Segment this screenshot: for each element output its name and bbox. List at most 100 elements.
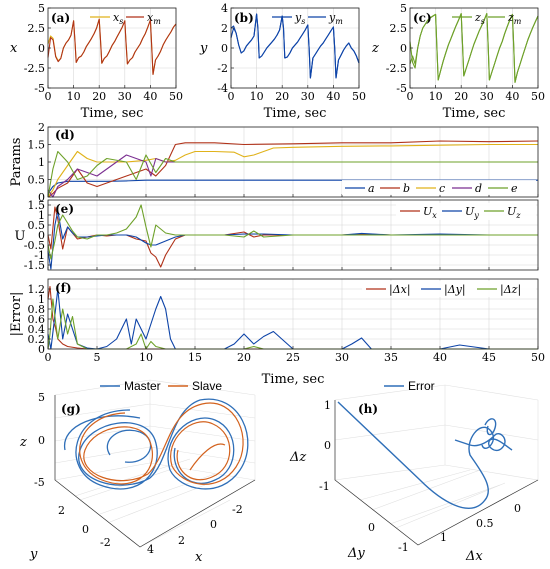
panel-c-xtick-label-3: 30: [480, 90, 494, 103]
panel-h-ztick-2: -1: [319, 480, 330, 493]
panel-d-series-4: [47, 150, 538, 198]
panel-a-ylabel: x: [10, 41, 18, 56]
panel-d: 0 0.5 1 1.5 2 (d) Params a b c d e: [9, 121, 539, 204]
legend-label-uz: Uz: [507, 205, 521, 220]
legend-label-d: d: [475, 182, 482, 195]
panel-d-series-2: [47, 143, 538, 198]
panel-g-xtick-2: 0: [210, 518, 217, 531]
panel-d-ytick-label-0: 0: [38, 191, 45, 204]
legend-label-uy: Uy: [465, 205, 479, 220]
panel-f-xtick-label-6: 30: [335, 351, 349, 364]
panel-f-xtick-label-5: 25: [286, 351, 300, 364]
panel-b-xtick-label-2: 20: [275, 90, 289, 103]
legend-label-master: Master: [124, 379, 161, 393]
legend-label-ux: Ux: [423, 205, 437, 220]
panel-e-ytick-label-5: 1: [38, 209, 45, 222]
panel-b-ytick-label-2: 0: [221, 42, 228, 55]
legend-label-b: b: [403, 182, 410, 195]
panel-b-ylabel: y: [199, 41, 208, 56]
panel-a-ytick-label-2: 0: [38, 42, 45, 55]
panel-f-label: (f): [55, 281, 72, 295]
panel-h-legend: Error: [384, 379, 435, 393]
panel-d-label: (d): [55, 128, 75, 142]
panel-a: 0 10 20 30 40 50 -5 -2.5 0 2.5 5 (a) x Time, sec x…: [10, 2, 183, 121]
panel-b-ytick-label-4: 4: [221, 2, 228, 15]
panel-c-series-1: [409, 13, 539, 83]
legend-label-xs: xs: [113, 11, 123, 26]
legend-label-dz: |Δz|: [500, 283, 521, 297]
panel-g-ticks: 5 0 -5 2 0 -2 4 2 0 -2: [34, 391, 243, 556]
panel-b-xtick-label-3: 30: [301, 90, 315, 103]
panel-h-ytick-0: 0: [368, 521, 375, 534]
panel-f-xtick-label-3: 15: [188, 351, 202, 364]
panel-g-xtick-3: -2: [232, 503, 243, 516]
legend-label-ys: ys: [294, 11, 305, 26]
panel-c-xtick-label-1: 10: [429, 90, 443, 103]
panel-g-axis-lines: [54, 395, 256, 548]
panel-h-ticks: 1 0 -1 0 -1 1 0.5 0: [319, 399, 521, 554]
panel-f-xtick-label-4: 20: [237, 351, 251, 364]
panel-e-series-2: [47, 204, 538, 260]
panel-f-series-2: [47, 298, 538, 350]
panel-g-ztick-0: 5: [38, 391, 45, 404]
panel-a-xtick-label-2: 20: [92, 90, 106, 103]
panel-c-ytick-label-2: 0: [400, 42, 407, 55]
panel-e-ytick-label-0: -1.5: [24, 259, 45, 272]
panel-e-ylabel: U: [15, 229, 26, 244]
slave-trajectory: [79, 402, 244, 485]
legend-label-xm: xm: [147, 11, 161, 26]
panel-c-ylabel: z: [371, 41, 379, 56]
panel-a-xtick-label-3: 30: [118, 90, 132, 103]
panel-g-label: (g): [61, 402, 81, 416]
panel-c-ytick-label-4: 5: [400, 2, 407, 15]
legend-label-e: e: [511, 182, 518, 195]
panel-g-xlabel: x: [195, 550, 203, 565]
legend-label-zm: zm: [507, 11, 522, 26]
panel-g-ytick-1: 0: [82, 523, 89, 536]
panel-c-xlabel: Time, sec: [443, 106, 506, 121]
panel-e-ytick-label-4: 0.5: [28, 219, 46, 232]
panel-f-legend-bg: [362, 281, 536, 297]
panel-f-ytick-label-4: 0.8: [28, 303, 46, 316]
panel-d-ytick-label-3: 1.5: [28, 139, 46, 152]
panel-f-ytick-label-0: 0: [38, 343, 45, 356]
legend-label-zs: zs: [474, 11, 485, 26]
panel-c-xtick-label-5: 50: [531, 90, 545, 103]
panel-b-series-1: [230, 13, 360, 79]
panel-b: 0 10 20 30 40 50 -4 -2 0 2 4 (b) y Time, sec ys ym: [199, 2, 366, 121]
panel-a-ytick-label-1: -2.5: [24, 62, 45, 75]
panel-h-3d-error: 1 0 -1 0 -1 1 0.5 0 Δz Δy Δx (h) Error: [289, 379, 539, 564]
panel-a-series-1: [47, 18, 177, 75]
panel-a-ytick-label-0: -5: [34, 82, 45, 95]
panel-f-xtick-label-9: 45: [482, 351, 496, 364]
panel-a-xtick-label-5: 50: [169, 90, 183, 103]
panel-f-ytick-label-1: 0.2: [28, 333, 46, 346]
panel-h-axis-lines: [334, 400, 539, 546]
panel-f-ytick-label-3: 0.6: [28, 313, 46, 326]
panel-e-legend-bg: [396, 203, 536, 220]
panel-h-xtick-2: 0: [514, 502, 521, 515]
panel-a-legend: xs xm: [90, 11, 161, 26]
panel-f-xtick-label-7: 35: [384, 351, 398, 364]
panel-a-ytick-label-3: 2.5: [28, 22, 46, 35]
panel-c-ytick-label-3: 2.5: [390, 22, 408, 35]
panel-f-xtick-label-8: 40: [433, 351, 447, 364]
panel-c-xtick-label-2: 20: [454, 90, 468, 103]
legend-label-ym: ym: [328, 11, 343, 26]
panel-d-legend: a b c d e: [342, 180, 536, 195]
panel-c: 0 10 20 30 40 50 -5 -2.5 0 2.5 5 (c) z Time, sec z…: [371, 2, 545, 121]
panel-e-label: (e): [55, 202, 74, 216]
panel-c-ytick-label-0: -5: [396, 82, 407, 95]
panel-d-ylabel: Params: [9, 138, 24, 187]
panel-a-ytick-label-4: 5: [38, 2, 45, 15]
panel-h-xlabel: Δx: [465, 549, 483, 564]
panel-g-ylabel: y: [29, 547, 38, 562]
panel-b-xtick-label-1: 10: [250, 90, 264, 103]
panel-f-xtick-label-1: 5: [94, 351, 101, 364]
panel-d-ytick-label-1: 0.5: [28, 174, 46, 187]
error-trajectory: [337, 401, 513, 509]
panel-f-legend: |Δx| |Δy| |Δz|: [362, 281, 536, 297]
panel-e-ytick-label-2: -0.5: [24, 239, 45, 252]
panel-d-ytick-label-4: 2: [38, 121, 45, 134]
